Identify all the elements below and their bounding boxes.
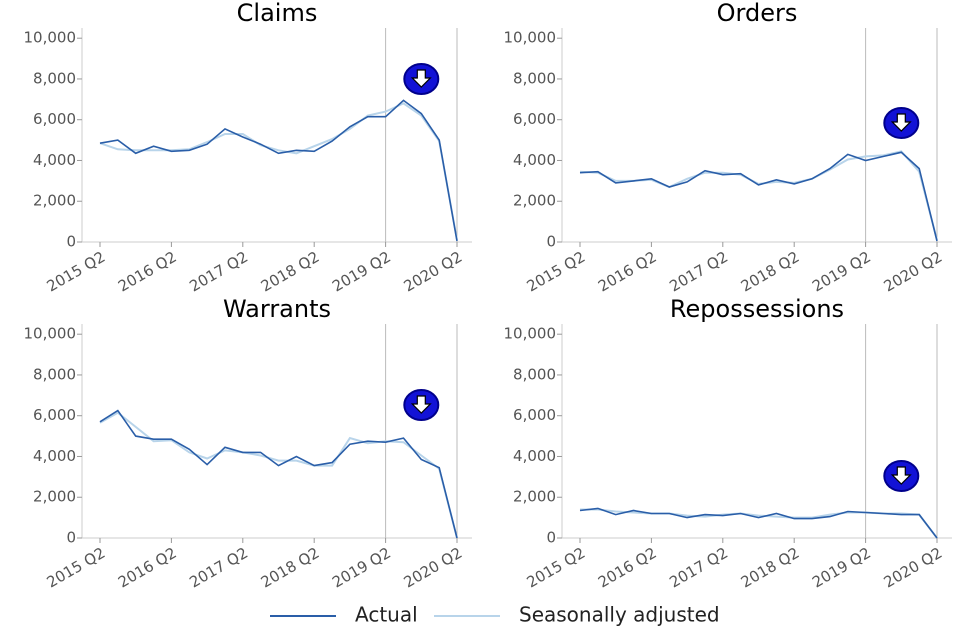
y-tick-label: 6,000 (513, 110, 556, 128)
y-tick-label: 2,000 (33, 488, 76, 506)
y-tick-label: 4,000 (513, 151, 556, 169)
y-tick-label: 8,000 (33, 69, 76, 87)
x-tick-label: 2018 Q2 (258, 248, 323, 296)
legend-label: Actual (355, 603, 418, 627)
y-tick-label: 2,000 (513, 192, 556, 210)
y-tick-label: 0 (66, 233, 76, 251)
x-tick-label: 2018 Q2 (738, 544, 803, 592)
x-tick-label: 2018 Q2 (738, 248, 803, 296)
y-tick-label: 6,000 (33, 406, 76, 424)
y-tick-label: 4,000 (33, 447, 76, 465)
x-tick-label: 2020 Q2 (881, 544, 946, 592)
x-tick-label: 2016 Q2 (115, 544, 180, 592)
series-line (99, 102, 458, 241)
series-line (579, 150, 938, 241)
x-tick-label: 2016 Q2 (595, 248, 660, 296)
y-tick-label: 10,000 (24, 29, 77, 47)
x-tick-label: 2019 Q2 (329, 544, 394, 592)
x-tick-label: 2020 Q2 (401, 544, 466, 592)
y-tick-label: 8,000 (33, 365, 76, 383)
chart-title: Orders (717, 0, 798, 27)
y-tick-label: 10,000 (504, 325, 557, 343)
x-tick-label: 2019 Q2 (809, 544, 874, 592)
y-tick-label: 2,000 (33, 192, 76, 210)
series-line (99, 409, 458, 539)
chart-title: Warrants (223, 295, 331, 323)
chart-title: Claims (237, 0, 318, 27)
x-tick-label: 2015 Q2 (524, 248, 589, 296)
x-tick-label: 2015 Q2 (524, 544, 589, 592)
y-tick-label: 0 (546, 529, 556, 547)
y-tick-label: 8,000 (513, 69, 556, 87)
x-tick-label: 2017 Q2 (186, 248, 251, 296)
alert-arrow (890, 113, 912, 132)
x-tick-label: 2020 Q2 (401, 248, 466, 296)
x-tick-label: 2016 Q2 (115, 248, 180, 296)
x-tick-label: 2017 Q2 (666, 248, 731, 296)
alert-arrow (890, 466, 912, 485)
y-tick-label: 0 (546, 233, 556, 251)
y-tick-label: 4,000 (33, 151, 76, 169)
series-line (579, 507, 938, 539)
y-tick-label: 6,000 (513, 406, 556, 424)
series-line (99, 411, 458, 539)
y-tick-label: 4,000 (513, 447, 556, 465)
x-tick-label: 2015 Q2 (44, 248, 109, 296)
x-tick-label: 2020 Q2 (881, 248, 946, 296)
y-tick-label: 10,000 (504, 29, 557, 47)
y-tick-label: 10,000 (24, 325, 77, 343)
legend-label: Seasonally adjusted (519, 603, 720, 627)
x-tick-label: 2016 Q2 (595, 544, 660, 592)
y-tick-label: 8,000 (513, 365, 556, 383)
alert-arrow (410, 69, 432, 88)
x-tick-label: 2017 Q2 (666, 544, 731, 592)
y-tick-label: 2,000 (513, 488, 556, 506)
x-tick-label: 2019 Q2 (329, 248, 394, 296)
x-tick-label: 2019 Q2 (809, 248, 874, 296)
y-tick-label: 6,000 (33, 110, 76, 128)
x-tick-label: 2015 Q2 (44, 544, 109, 592)
series-line (99, 99, 458, 242)
y-tick-label: 0 (66, 529, 76, 547)
x-tick-label: 2018 Q2 (258, 544, 323, 592)
x-tick-label: 2017 Q2 (186, 544, 251, 592)
chart-title: Repossessions (670, 295, 844, 323)
alert-arrow (410, 395, 432, 414)
series-line (579, 151, 938, 242)
